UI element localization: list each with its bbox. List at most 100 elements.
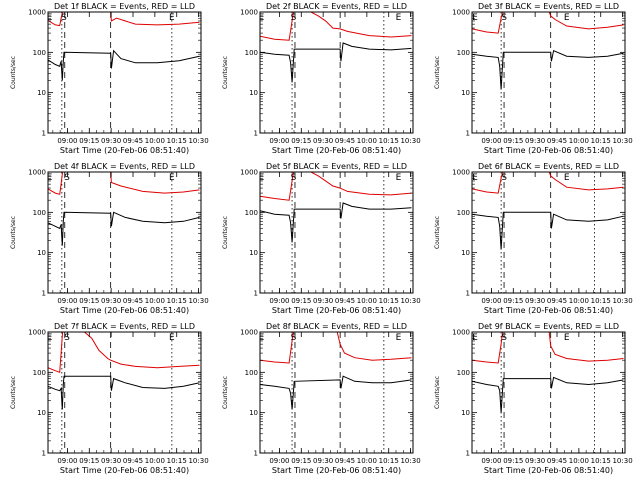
plot-frame: [471, 11, 626, 134]
y-tick-label: 1: [42, 450, 46, 458]
plot-frame: [259, 331, 414, 454]
phase-marker-label: S: [291, 333, 297, 343]
phase-marker-label: E: [396, 333, 402, 343]
series-line-lld: [48, 172, 200, 195]
panel-title: Det 1f BLACK = Events, RED = LLD: [54, 2, 195, 11]
y-tick-label: 100: [33, 209, 46, 217]
x-tick-label: 10:15: [167, 137, 187, 145]
phase-marker-label: S: [501, 13, 507, 23]
y-tick-label: 1000: [240, 169, 258, 177]
x-axis-label: Start Time (20-Feb-06 08:51:40): [484, 146, 613, 155]
series-line-events: [48, 49, 200, 81]
x-tick-label: 10:15: [167, 457, 187, 465]
x-tick-label: 10:30: [188, 137, 208, 145]
phase-marker-label: E: [564, 333, 570, 343]
y-tick-label: 1: [466, 290, 470, 298]
plot-frame: [47, 11, 202, 134]
plot-frame: [471, 171, 626, 294]
x-tick-label: 09:00: [57, 297, 77, 305]
y-tick-label: 100: [245, 209, 258, 217]
x-tick-label: 09:00: [269, 457, 289, 465]
x-tick-label: 10:15: [591, 297, 611, 305]
x-tick-label: 10:30: [188, 457, 208, 465]
panel-title: Det 8f BLACK = Events, RED = LLD: [266, 322, 407, 331]
x-tick-label: 10:15: [591, 137, 611, 145]
y-tick-label: 100: [245, 369, 258, 377]
y-axis-label: Counts/sec: [434, 56, 441, 89]
y-tick-label: 1000: [240, 329, 258, 337]
series-line-events: [48, 375, 200, 410]
plot-frame: [259, 11, 414, 134]
x-tick-label: 09:15: [291, 297, 311, 305]
phase-marker-label: S: [64, 333, 70, 343]
series-line-lld: [48, 12, 200, 27]
x-tick-label: 09:30: [525, 297, 545, 305]
x-axis-label: Start Time (20-Feb-06 08:51:40): [272, 466, 401, 475]
phase-marker-label: E: [564, 13, 570, 23]
x-tick-label: 09:15: [79, 457, 99, 465]
phase-marker-label: S: [64, 173, 70, 183]
panel-title: Det 2f BLACK = Events, RED = LLD: [266, 2, 407, 11]
x-tick-label: 10:00: [569, 137, 589, 145]
phase-marker-label: E: [472, 333, 478, 343]
plot-frame: [47, 331, 202, 454]
series-line-lld: [472, 172, 624, 194]
y-axis-label: Counts/sec: [222, 216, 229, 249]
phase-marker-label: E: [396, 13, 402, 23]
y-axis-label: Counts/sec: [222, 56, 229, 89]
series-line-lld: [48, 332, 200, 373]
y-tick-label: 1000: [28, 169, 46, 177]
series-line-lld: [260, 172, 412, 201]
x-tick-label: 10:30: [400, 457, 420, 465]
phase-marker-label: E: [564, 173, 570, 183]
y-tick-label: 1: [466, 450, 470, 458]
y-tick-label: 100: [33, 49, 46, 57]
y-axis-label: Counts/sec: [10, 216, 17, 249]
x-axis-label: Start Time (20-Feb-06 08:51:40): [60, 146, 189, 155]
x-tick-label: 10:00: [145, 297, 165, 305]
y-tick-label: 100: [245, 49, 258, 57]
y-axis-label: Counts/sec: [222, 376, 229, 409]
y-tick-label: 1: [42, 290, 46, 298]
panel-title: Det 4f BLACK = Events, RED = LLD: [54, 162, 195, 171]
x-tick-label: 10:15: [379, 457, 399, 465]
x-axis-label: Start Time (20-Feb-06 08:51:40): [60, 466, 189, 475]
phase-marker-label: S: [501, 333, 507, 343]
series-line-events: [48, 211, 200, 246]
y-tick-label: 100: [457, 209, 470, 217]
x-axis-label: Start Time (20-Feb-06 08:51:40): [484, 306, 613, 315]
x-tick-label: 10:15: [379, 297, 399, 305]
series-line-lld: [472, 12, 624, 34]
phase-marker-label: E: [169, 333, 175, 343]
phase-marker-label: E: [472, 173, 478, 183]
series-line-events: [472, 211, 624, 250]
x-tick-label: 10:15: [591, 457, 611, 465]
y-tick-label: 10: [37, 249, 46, 257]
x-tick-label: 10:30: [188, 297, 208, 305]
x-tick-label: 10:00: [357, 297, 377, 305]
y-tick-label: 1: [466, 130, 470, 138]
x-tick-label: 10:00: [145, 457, 165, 465]
x-tick-label: 09:00: [481, 457, 501, 465]
panel-title: Det 5f BLACK = Events, RED = LLD: [266, 162, 407, 171]
x-tick-label: 09:45: [123, 297, 143, 305]
y-tick-label: 1: [254, 130, 258, 138]
plot-frame: [259, 171, 414, 294]
x-tick-label: 09:45: [547, 457, 567, 465]
y-axis-label: Counts/sec: [10, 56, 17, 89]
y-tick-label: 1: [254, 290, 258, 298]
series-line-events: [472, 50, 624, 90]
x-tick-label: 09:15: [79, 297, 99, 305]
series-line-lld: [260, 12, 412, 41]
x-tick-label: 10:30: [612, 457, 632, 465]
x-tick-label: 09:30: [101, 297, 121, 305]
y-tick-label: 10: [249, 249, 258, 257]
panel-title: Det 9f BLACK = Events, RED = LLD: [478, 322, 619, 331]
phase-marker-label: S: [291, 173, 297, 183]
x-tick-label: 09:45: [335, 137, 355, 145]
phase-marker-label: S: [61, 13, 67, 23]
